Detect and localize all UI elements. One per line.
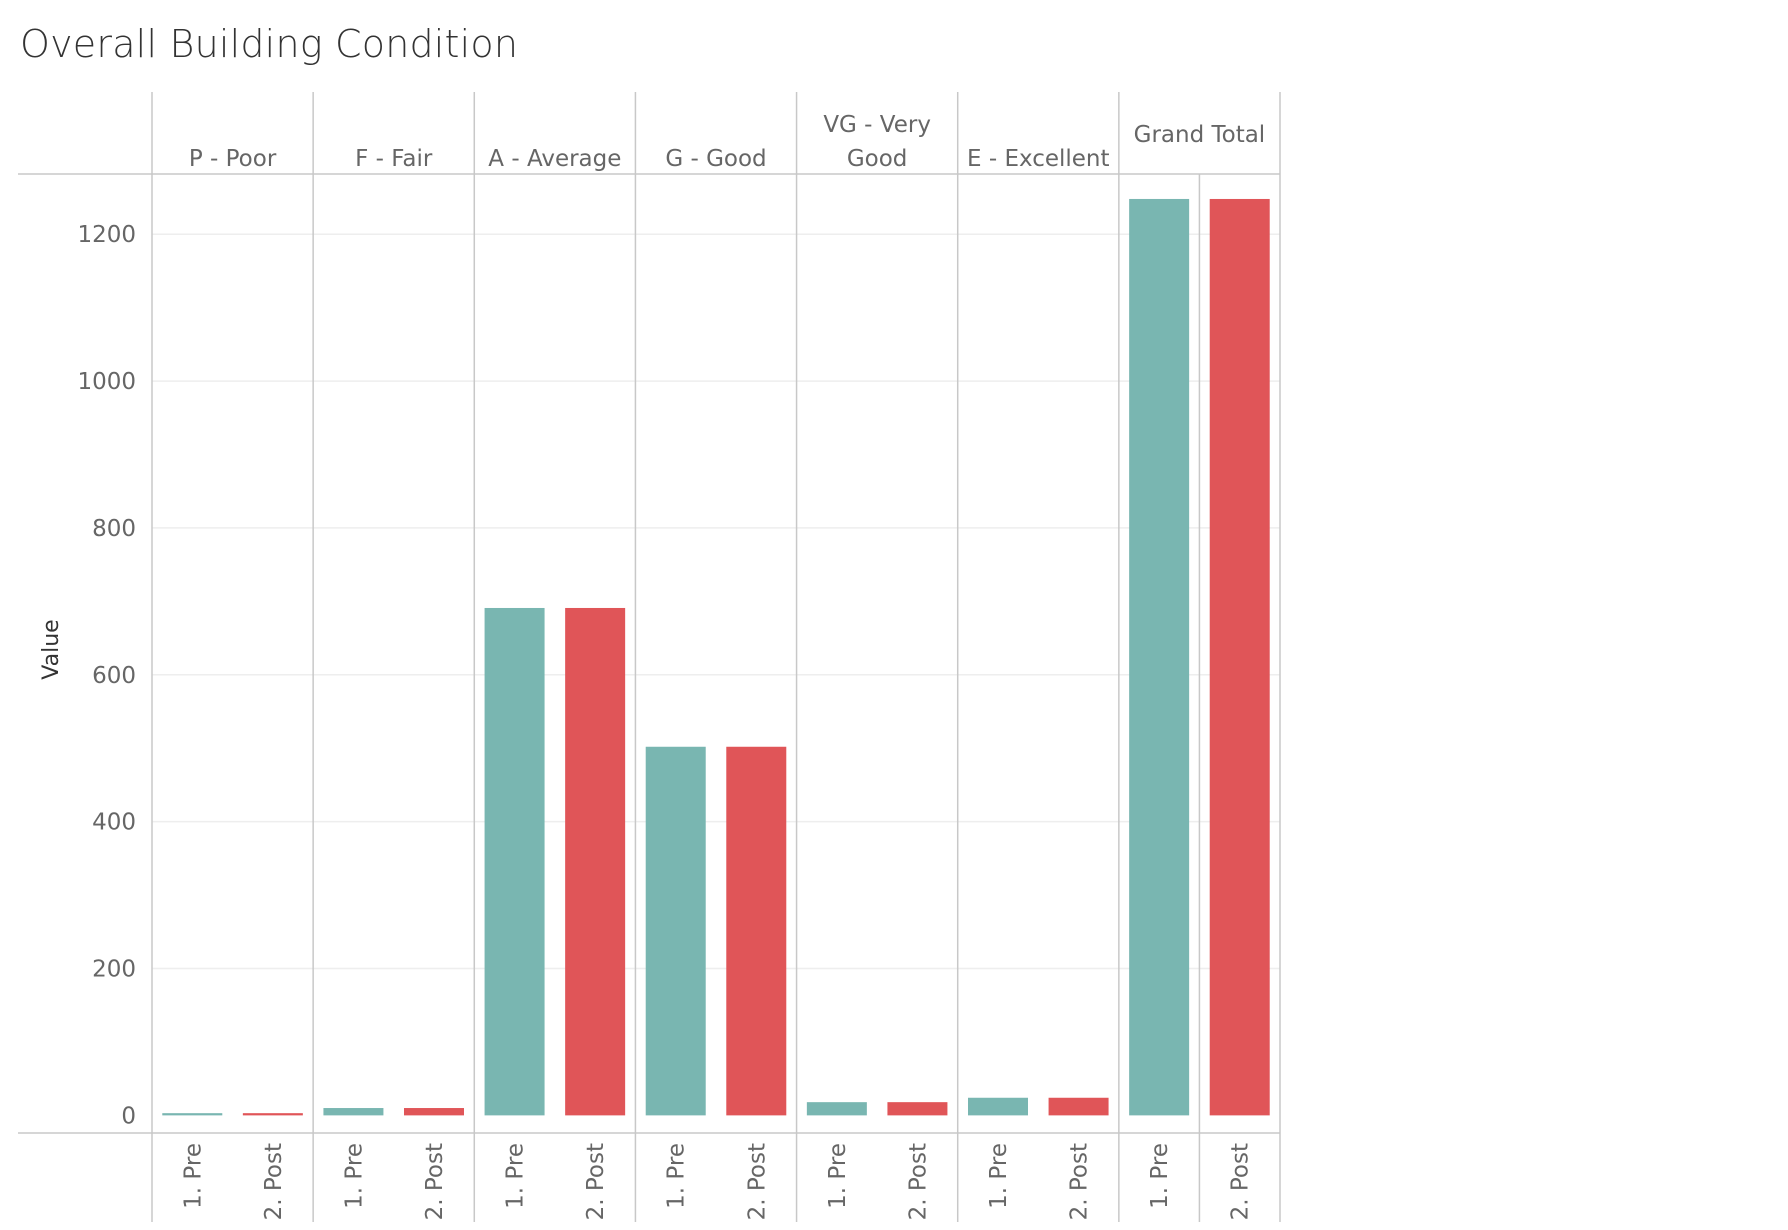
x-tick-label: 2. Post <box>1067 1143 1093 1220</box>
x-tick-label: 2. Post <box>744 1143 770 1220</box>
x-tick-label: 1. Pre <box>503 1143 529 1209</box>
bar-post <box>887 1102 948 1116</box>
x-tick-label: 1. Pre <box>180 1143 206 1209</box>
x-tick-label: 1. Pre <box>664 1143 690 1209</box>
bar-pre <box>806 1102 867 1116</box>
column-header-label: Grand Total <box>1134 122 1266 148</box>
chart-title: Overall Building Condition <box>20 22 519 66</box>
x-tick-label: 2. Post <box>261 1143 287 1220</box>
bar-post <box>1209 198 1270 1116</box>
bar-pre <box>484 607 545 1116</box>
column-header-label: Good <box>847 146 908 172</box>
bar-pre <box>645 746 706 1116</box>
x-tick-label: 2. Post <box>583 1143 609 1220</box>
bar-post <box>1048 1097 1109 1116</box>
y-tick-label: 0 <box>121 1103 136 1129</box>
x-tick-label: 1. Pre <box>986 1143 1012 1209</box>
x-tick-label: 1. Pre <box>341 1143 367 1209</box>
bar-pre <box>162 1113 223 1116</box>
x-tick-label: 2. Post <box>905 1143 931 1220</box>
column-header-label: E - Excellent <box>967 146 1110 172</box>
y-tick-label: 200 <box>92 957 136 983</box>
y-tick-label: 1000 <box>77 369 136 395</box>
bar-post <box>404 1108 464 1116</box>
column-header-label: VG - Very <box>823 112 931 138</box>
bar-post <box>242 1113 303 1116</box>
column-header-label: F - Fair <box>355 146 433 172</box>
x-tick-label: 1. Pre <box>1147 1143 1173 1209</box>
y-tick-label: 1200 <box>77 222 136 248</box>
x-tick-label: 2. Post <box>1228 1143 1254 1220</box>
y-tick-label: 400 <box>92 810 136 836</box>
column-header-label: G - Good <box>665 146 766 172</box>
x-tick-label: 2. Post <box>422 1143 448 1220</box>
bar-pre <box>323 1108 384 1116</box>
x-tick-label: 1. Pre <box>825 1143 851 1209</box>
bar-pre <box>1129 198 1190 1116</box>
y-tick-label: 800 <box>92 516 136 542</box>
y-tick-label: 600 <box>92 663 136 689</box>
bar-post <box>726 746 787 1116</box>
column-header-label: P - Poor <box>189 146 277 172</box>
bar-pre <box>968 1097 1028 1116</box>
y-axis-title: Value <box>39 619 64 679</box>
bar-post <box>565 607 626 1116</box>
column-header-label: A - Average <box>488 146 621 172</box>
